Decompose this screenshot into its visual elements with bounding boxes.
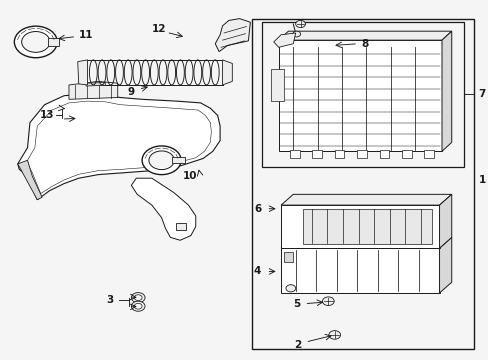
Polygon shape [379,150,388,158]
Polygon shape [278,40,441,151]
Polygon shape [271,31,448,160]
Polygon shape [281,194,451,205]
Polygon shape [78,60,87,85]
Text: 1: 1 [478,175,485,185]
Polygon shape [356,150,366,158]
Text: 8: 8 [361,39,368,49]
Polygon shape [439,194,451,248]
Text: 13: 13 [40,111,54,121]
Polygon shape [439,237,451,293]
Polygon shape [278,31,451,40]
Circle shape [142,146,181,175]
Polygon shape [289,150,299,158]
Polygon shape [69,81,118,99]
Polygon shape [172,157,184,163]
Circle shape [14,26,57,58]
Text: 2: 2 [294,340,301,350]
Polygon shape [312,150,322,158]
Polygon shape [18,160,42,200]
Polygon shape [222,60,232,85]
Polygon shape [283,252,293,262]
Polygon shape [334,150,344,158]
Text: 5: 5 [293,299,300,309]
Circle shape [328,330,340,339]
Text: 7: 7 [478,89,485,99]
Circle shape [322,297,333,306]
Polygon shape [18,94,220,200]
Polygon shape [281,205,439,248]
Text: 12: 12 [152,24,166,35]
Text: 11: 11 [79,30,93,40]
Polygon shape [48,39,59,45]
Polygon shape [176,223,185,230]
Polygon shape [401,150,411,158]
Polygon shape [281,248,439,293]
Circle shape [134,295,142,301]
Bar [261,22,463,167]
Circle shape [131,293,145,303]
Circle shape [292,31,300,37]
Text: 4: 4 [253,266,261,276]
Polygon shape [271,69,283,101]
Polygon shape [303,209,431,244]
Text: 6: 6 [254,204,261,214]
Polygon shape [273,33,295,47]
Polygon shape [131,178,195,240]
Polygon shape [86,82,105,86]
Circle shape [149,151,174,170]
Text: 10: 10 [182,171,197,181]
Polygon shape [424,150,433,158]
Bar [251,19,473,348]
Text: 9: 9 [127,87,135,97]
Polygon shape [441,31,451,151]
Polygon shape [215,19,250,51]
Circle shape [131,301,145,311]
Circle shape [134,303,142,309]
Text: 3: 3 [106,295,114,305]
Circle shape [285,285,295,292]
Circle shape [295,21,305,28]
Polygon shape [281,237,451,248]
Circle shape [21,32,50,52]
